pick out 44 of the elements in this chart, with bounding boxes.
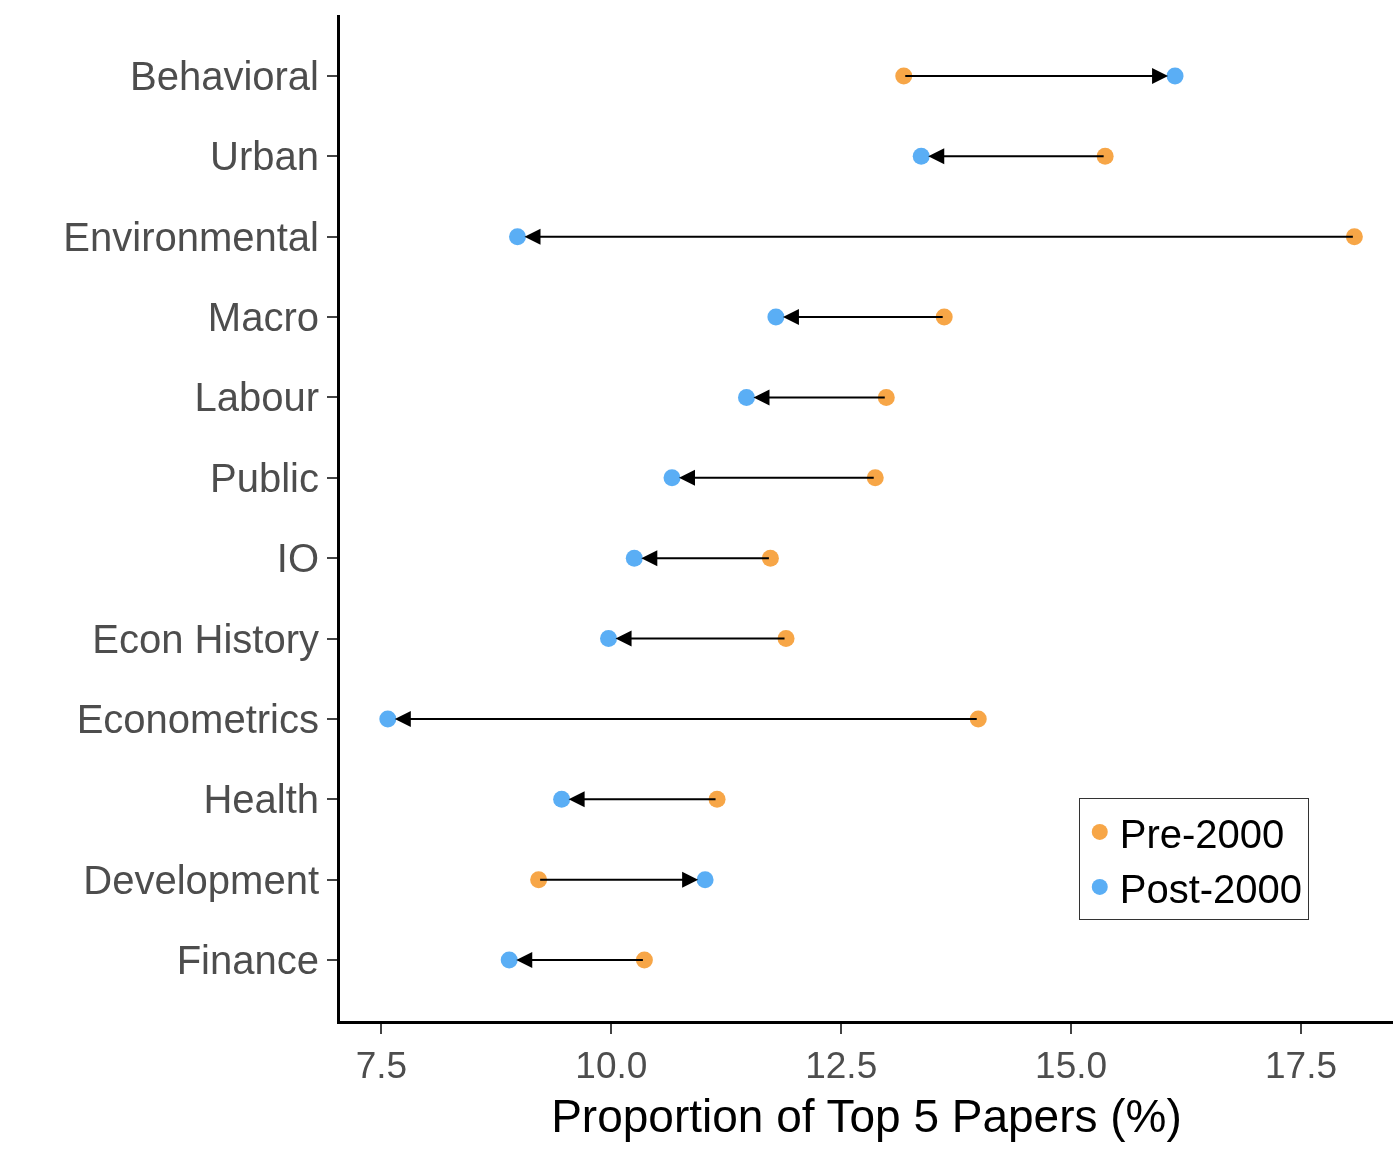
y-tick-label: Econ History (92, 616, 319, 661)
x-tick-label: 17.5 (1265, 1045, 1338, 1087)
point (379, 710, 397, 728)
y-tick-label: Econometrics (76, 696, 319, 741)
point (553, 790, 571, 808)
y-tick-label: Urban (210, 134, 319, 179)
y-tick-label: Finance (176, 938, 319, 983)
point (738, 388, 755, 406)
x-tick-label: 10.0 (575, 1045, 648, 1087)
y-tick-label: Public (210, 455, 319, 500)
y-tick-label: Behavioral (129, 53, 319, 98)
point (663, 469, 681, 487)
y-tick-label: Labour (194, 375, 319, 420)
point (625, 549, 643, 567)
point (935, 308, 953, 326)
y-tick-label: Development (83, 857, 319, 902)
x-tick-label: 12.5 (805, 1045, 878, 1087)
x-tick-label: 15.0 (1035, 1045, 1108, 1087)
point (1096, 147, 1114, 165)
legend-label: Post-2000 (1119, 866, 1303, 911)
point (600, 630, 618, 648)
legend-label: Pre-2000 (1119, 811, 1285, 856)
y-tick-label: Environmental (63, 214, 319, 259)
point (1166, 67, 1184, 85)
point (708, 790, 726, 808)
point (500, 951, 518, 969)
point (777, 630, 795, 648)
y-tick-label: Health (203, 777, 319, 822)
y-tick-label: IO (276, 536, 319, 581)
point (530, 871, 548, 889)
point (761, 549, 779, 567)
point (696, 871, 714, 889)
point (877, 388, 895, 406)
x-tick-label: 7.5 (355, 1045, 408, 1087)
point (895, 67, 913, 85)
y-tick-label: Macro (207, 295, 319, 340)
point (1345, 228, 1363, 246)
point (509, 228, 526, 246)
point (767, 308, 785, 326)
point (635, 951, 653, 969)
point (912, 147, 930, 165)
point (969, 710, 987, 728)
point (866, 469, 884, 487)
x-axis-title: Proportion of Top 5 Papers (%) (551, 1090, 1182, 1143)
